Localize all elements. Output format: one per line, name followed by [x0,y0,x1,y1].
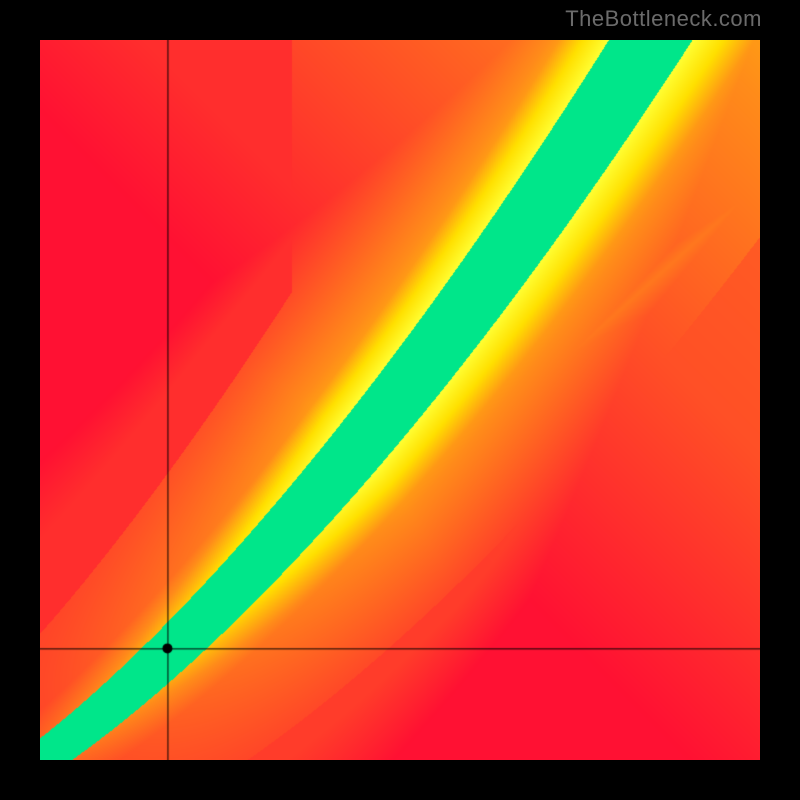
watermark-text: TheBottleneck.com [565,6,762,32]
crosshair-overlay [40,40,760,760]
heatmap-plot [40,40,760,760]
